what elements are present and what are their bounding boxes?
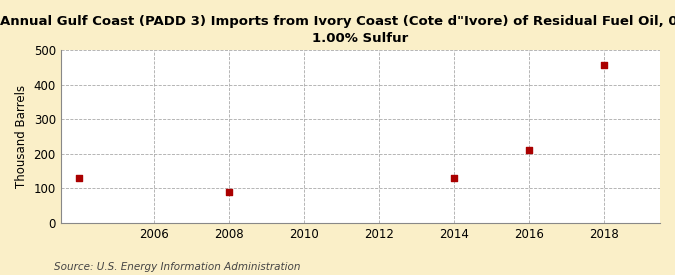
Point [224, 190, 235, 194]
Point [449, 176, 460, 180]
Point [524, 148, 535, 153]
Text: Source: U.S. Energy Information Administration: Source: U.S. Energy Information Administ… [54, 262, 300, 272]
Title: Annual Gulf Coast (PADD 3) Imports from Ivory Coast (Cote d"Ivore) of Residual F: Annual Gulf Coast (PADD 3) Imports from … [0, 15, 675, 45]
Point [74, 176, 85, 180]
Y-axis label: Thousand Barrels: Thousand Barrels [15, 85, 28, 188]
Point [599, 63, 610, 67]
